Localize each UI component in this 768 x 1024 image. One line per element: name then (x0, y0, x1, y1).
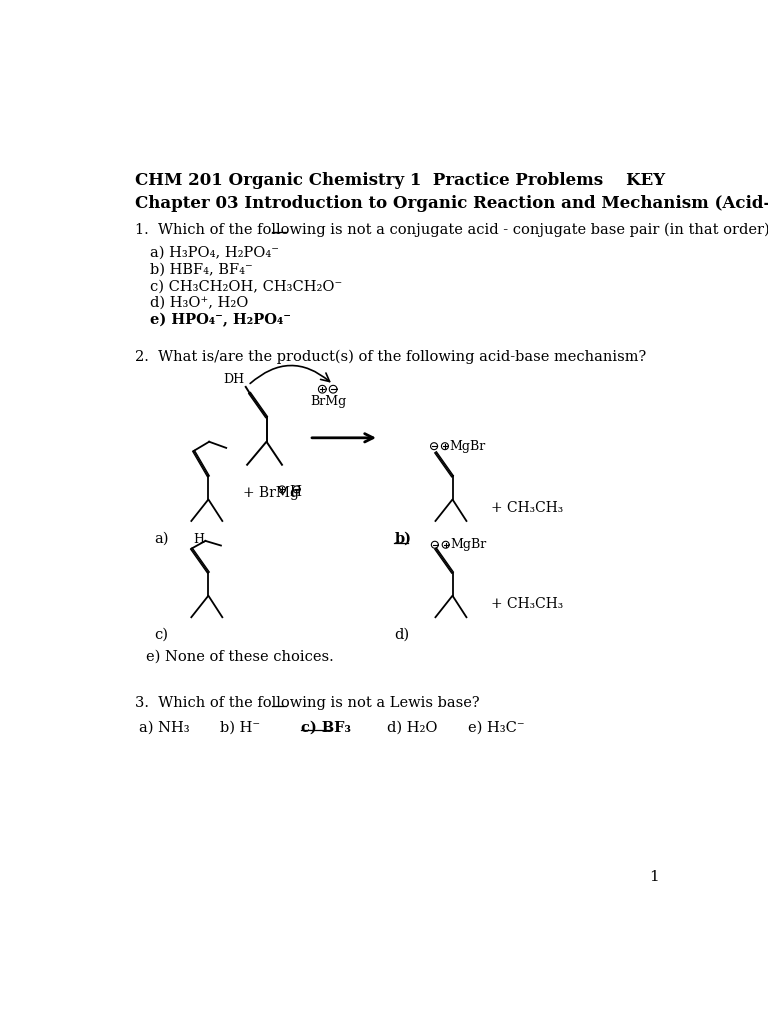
Text: c) CH₃CH₂OH, CH₃CH₂O⁻: c) CH₃CH₂OH, CH₃CH₂O⁻ (151, 280, 343, 293)
Text: 2.  What is/are the product(s) of the following acid-base mechanism?: 2. What is/are the product(s) of the fol… (134, 349, 646, 364)
Text: d): d) (395, 628, 409, 642)
Text: b): b) (395, 531, 412, 546)
Text: + BrMg: + BrMg (243, 486, 300, 501)
Text: d) H₂O: d) H₂O (386, 721, 437, 734)
Text: a): a) (154, 531, 169, 546)
Text: b) H⁻: b) H⁻ (220, 721, 260, 734)
Text: CHM 201 Organic Chemistry 1  Practice Problems    KEY: CHM 201 Organic Chemistry 1 Practice Pro… (134, 172, 665, 189)
Text: c): c) (154, 628, 168, 642)
Text: + CH₃CH₃: + CH₃CH₃ (492, 597, 564, 611)
Text: b) HBF₄, BF₄⁻: b) HBF₄, BF₄⁻ (151, 262, 253, 276)
Text: BrMg: BrMg (310, 394, 346, 408)
Text: a) H₃PO₄, H₂PO₄⁻: a) H₃PO₄, H₂PO₄⁻ (151, 246, 280, 259)
Text: H: H (193, 532, 204, 546)
FancyArrowPatch shape (250, 366, 329, 384)
Text: H: H (289, 484, 301, 499)
Text: Chapter 03 Introduction to Organic Reaction and Mechanism (Acid-Base): Chapter 03 Introduction to Organic React… (134, 196, 768, 212)
Text: d) H₃O⁺, H₂O: d) H₃O⁺, H₂O (151, 296, 249, 310)
Text: DH: DH (223, 373, 244, 386)
Text: 1: 1 (649, 870, 659, 885)
Text: e) H₃C⁻: e) H₃C⁻ (468, 721, 525, 734)
Text: MgBr: MgBr (449, 439, 486, 453)
Text: MgBr: MgBr (450, 539, 487, 551)
Text: + CH₃CH₃: + CH₃CH₃ (492, 501, 564, 515)
Text: e) None of these choices.: e) None of these choices. (147, 649, 334, 664)
Text: a) NH₃: a) NH₃ (139, 721, 189, 734)
Text: 3.  Which of the following is not a Lewis base?: 3. Which of the following is not a Lewis… (134, 695, 479, 710)
Text: c) BF₃: c) BF₃ (301, 721, 352, 734)
Text: 1.  Which of the following is not a conjugate acid - conjugate base pair (in tha: 1. Which of the following is not a conju… (134, 222, 768, 237)
Text: e) HPO₄⁻, H₂PO₄⁻: e) HPO₄⁻, H₂PO₄⁻ (151, 313, 291, 328)
